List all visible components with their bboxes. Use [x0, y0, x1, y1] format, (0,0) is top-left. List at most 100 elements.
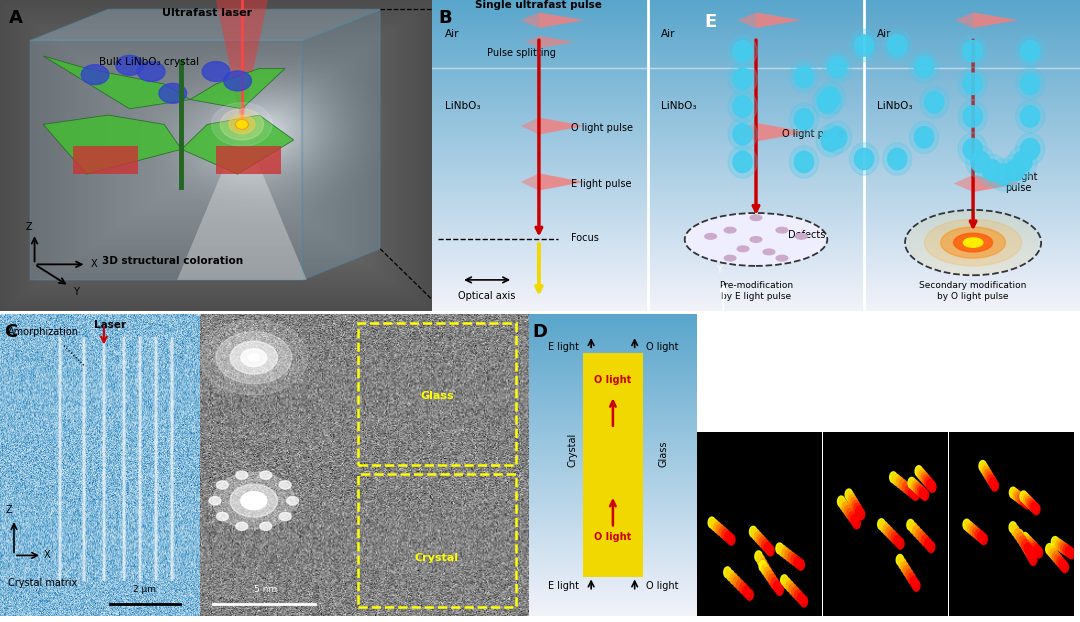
Circle shape: [909, 51, 939, 83]
Circle shape: [743, 586, 751, 597]
Circle shape: [921, 535, 929, 546]
Text: A: A: [9, 9, 23, 27]
Circle shape: [783, 578, 791, 589]
Circle shape: [241, 349, 267, 366]
Circle shape: [260, 471, 272, 480]
Circle shape: [714, 522, 721, 533]
Circle shape: [755, 551, 762, 562]
Circle shape: [886, 527, 893, 538]
Circle shape: [973, 527, 980, 539]
Circle shape: [927, 479, 934, 490]
Circle shape: [847, 508, 854, 519]
Polygon shape: [973, 175, 1022, 192]
Polygon shape: [190, 68, 285, 109]
Circle shape: [908, 573, 916, 584]
Circle shape: [851, 514, 859, 526]
Text: E light pulse: E light pulse: [571, 179, 632, 188]
Circle shape: [789, 60, 819, 93]
Circle shape: [849, 494, 856, 506]
Circle shape: [921, 472, 929, 483]
Polygon shape: [216, 0, 268, 124]
Circle shape: [958, 35, 987, 67]
Circle shape: [779, 545, 786, 556]
Circle shape: [912, 481, 919, 492]
Text: Defects: Defects: [788, 230, 826, 240]
Circle shape: [846, 489, 852, 500]
Text: Amorphization: Amorphization: [8, 327, 79, 337]
Polygon shape: [756, 12, 801, 28]
Circle shape: [740, 583, 747, 594]
Circle shape: [1021, 40, 1040, 62]
Circle shape: [764, 567, 771, 578]
Circle shape: [725, 228, 735, 233]
Circle shape: [1013, 490, 1021, 501]
Circle shape: [1061, 543, 1068, 554]
Circle shape: [795, 590, 802, 601]
Circle shape: [1021, 139, 1040, 160]
Circle shape: [975, 529, 983, 541]
Circle shape: [1022, 496, 1029, 508]
Text: Laser: Laser: [94, 320, 126, 330]
Circle shape: [896, 538, 904, 549]
Circle shape: [1056, 557, 1064, 567]
Text: 50 μm: 50 μm: [997, 346, 1028, 356]
Text: B: B: [438, 9, 453, 27]
Circle shape: [1020, 495, 1027, 506]
Circle shape: [752, 529, 759, 540]
Circle shape: [888, 35, 907, 56]
Text: 2 μm: 2 μm: [133, 585, 157, 593]
Polygon shape: [43, 56, 190, 109]
Text: Air: Air: [661, 29, 675, 39]
Circle shape: [901, 562, 908, 573]
Circle shape: [915, 466, 922, 476]
Circle shape: [1029, 500, 1037, 511]
Circle shape: [910, 479, 917, 490]
Circle shape: [754, 532, 761, 542]
Circle shape: [882, 143, 912, 175]
Circle shape: [773, 581, 781, 592]
Text: LiNbO₃: LiNbO₃: [445, 101, 481, 111]
Circle shape: [1048, 546, 1055, 557]
Circle shape: [827, 127, 847, 148]
Circle shape: [761, 564, 769, 575]
Polygon shape: [539, 118, 584, 134]
Polygon shape: [539, 12, 584, 28]
Circle shape: [1027, 498, 1035, 509]
Circle shape: [767, 545, 774, 556]
Polygon shape: [521, 118, 539, 134]
Polygon shape: [302, 9, 380, 280]
Circle shape: [785, 550, 793, 561]
Circle shape: [1022, 540, 1029, 551]
Circle shape: [970, 526, 977, 536]
Text: LiNbO₃: LiNbO₃: [661, 101, 697, 111]
Text: D: D: [532, 323, 548, 341]
Circle shape: [983, 466, 990, 477]
Circle shape: [230, 341, 278, 374]
Circle shape: [909, 121, 939, 154]
Circle shape: [823, 51, 852, 83]
Circle shape: [919, 532, 926, 543]
Text: Secondary modification
by O light pulse: Secondary modification by O light pulse: [919, 281, 1027, 300]
Circle shape: [1063, 544, 1070, 555]
Circle shape: [1034, 545, 1041, 556]
Circle shape: [781, 575, 788, 586]
Circle shape: [958, 100, 987, 132]
Polygon shape: [73, 146, 138, 174]
Circle shape: [1026, 547, 1032, 558]
Text: Optical axis: Optical axis: [458, 290, 516, 300]
Circle shape: [905, 569, 913, 580]
Circle shape: [1022, 532, 1029, 544]
Circle shape: [1014, 529, 1022, 540]
Circle shape: [769, 574, 777, 585]
Text: O light: O light: [594, 532, 632, 542]
Circle shape: [1032, 504, 1040, 514]
Polygon shape: [525, 35, 539, 48]
Circle shape: [1030, 502, 1038, 513]
Circle shape: [759, 559, 767, 570]
Circle shape: [746, 589, 753, 600]
Polygon shape: [521, 12, 539, 28]
Circle shape: [751, 215, 761, 220]
Circle shape: [235, 522, 247, 531]
Text: X: X: [44, 550, 51, 560]
Circle shape: [821, 87, 840, 109]
